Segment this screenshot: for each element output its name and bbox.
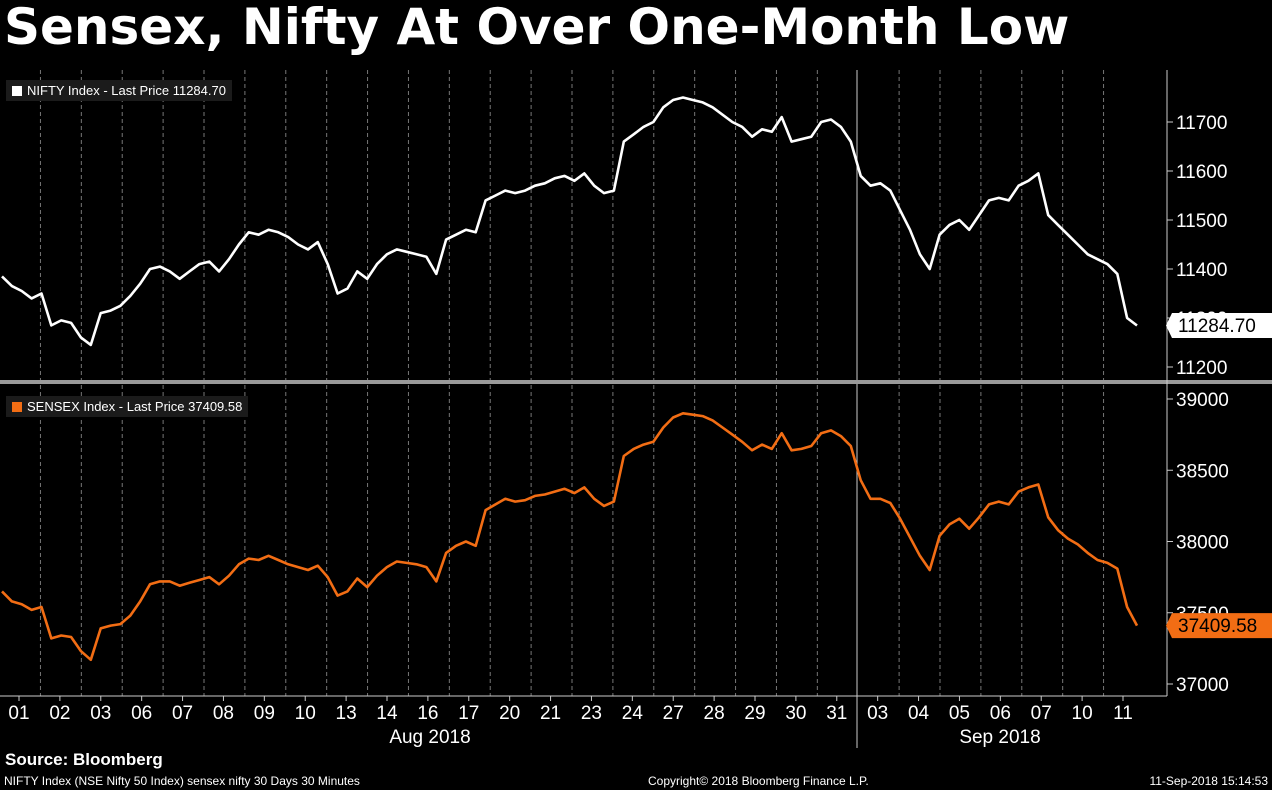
x-tick-label: 28 — [704, 703, 725, 724]
last-price-box-sensex — [1166, 613, 1272, 639]
panel-separator — [0, 380, 1272, 384]
month-label-aug: Aug 2018 — [389, 727, 470, 748]
y-tick-label-sensex: 38000 — [1176, 533, 1229, 554]
x-tick-label: 07 — [172, 703, 193, 724]
last-price-box-nifty — [1166, 312, 1272, 338]
footer-timestamp: 11-Sep-2018 15:14:53 — [1149, 774, 1268, 788]
footer-description: NIFTY Index (NSE Nifty 50 Index) sensex … — [4, 774, 360, 788]
x-tick-label: 11 — [1113, 703, 1133, 724]
y-tick-label-sensex: 37000 — [1176, 675, 1229, 696]
y-tick-label-sensex: 39000 — [1176, 390, 1229, 411]
x-tick-label: 16 — [417, 703, 438, 724]
last-price-label-sensex: 37409.58 — [1178, 616, 1257, 637]
y-tick-label-nifty: 11500 — [1176, 211, 1227, 232]
chart-title: Sensex, Nifty At Over One-Month Low — [4, 0, 1070, 56]
legend-swatch-nifty — [12, 86, 22, 96]
x-tick-label: 24 — [622, 703, 644, 724]
month-label-sep: Sep 2018 — [959, 727, 1040, 748]
x-tick-label: 09 — [254, 703, 275, 724]
x-tick-label: 27 — [663, 703, 684, 724]
x-tick-label: 03 — [867, 703, 888, 724]
x-tick-label: 01 — [8, 703, 29, 724]
x-tick-label: 20 — [499, 703, 520, 724]
last-price-label-nifty: 11284.70 — [1178, 316, 1256, 337]
series-line-nifty — [1, 96, 1138, 347]
x-tick-label: 08 — [213, 703, 234, 724]
grid-lines — [39, 70, 1105, 696]
y-axis-ticks: 1120011300114001150011600117003700037500… — [1167, 113, 1229, 696]
x-tick-label: 21 — [540, 703, 561, 724]
series-lines — [1, 96, 1139, 662]
y-tick-label-nifty: 11400 — [1176, 260, 1227, 281]
x-tick-label: 05 — [949, 703, 970, 724]
x-tick-label: 30 — [785, 703, 806, 724]
x-axis-ticks: 01 02 03 06 07 08 09 10 13 14 16 17 20 21 23 24 27 28 29 30… — [8, 696, 1133, 748]
x-tick-label: 02 — [49, 703, 70, 724]
x-tick-label: 03 — [90, 703, 111, 724]
y-tick-label-sensex: 38500 — [1176, 461, 1229, 482]
legend-label-nifty: NIFTY Index - Last Price 11284.70 — [27, 83, 226, 98]
x-tick-label: 17 — [458, 703, 479, 724]
x-tick-label: 07 — [1031, 703, 1052, 724]
x-tick-label: 13 — [336, 703, 357, 724]
y-tick-label-nifty: 11200 — [1176, 358, 1227, 379]
x-tick-label: 31 — [826, 703, 847, 724]
legend-swatch-sensex — [12, 402, 22, 412]
x-tick-label: 04 — [908, 703, 930, 724]
last-price-labels: 11284.70 37409.58 — [1166, 312, 1272, 639]
source-note: Source: Bloomberg — [5, 750, 163, 769]
x-tick-label: 14 — [376, 703, 398, 724]
legend-nifty: NIFTY Index - Last Price 11284.70 — [6, 80, 232, 101]
x-tick-label: 10 — [1072, 703, 1093, 724]
footer-copyright: Copyright© 2018 Bloomberg Finance L.P. — [648, 774, 869, 788]
series-line-sensex — [1, 412, 1139, 662]
x-tick-label: 06 — [131, 703, 152, 724]
y-tick-label-nifty: 11700 — [1176, 113, 1227, 134]
x-tick-label: 10 — [295, 703, 316, 724]
x-tick-label: 06 — [990, 703, 1011, 724]
axis-lines — [0, 70, 1272, 748]
x-tick-label: 29 — [744, 703, 765, 724]
y-tick-label-nifty: 11600 — [1176, 162, 1227, 183]
x-tick-label: 23 — [581, 703, 602, 724]
legend-label-sensex: SENSEX Index - Last Price 37409.58 — [27, 399, 243, 414]
legend-sensex: SENSEX Index - Last Price 37409.58 — [6, 396, 249, 417]
